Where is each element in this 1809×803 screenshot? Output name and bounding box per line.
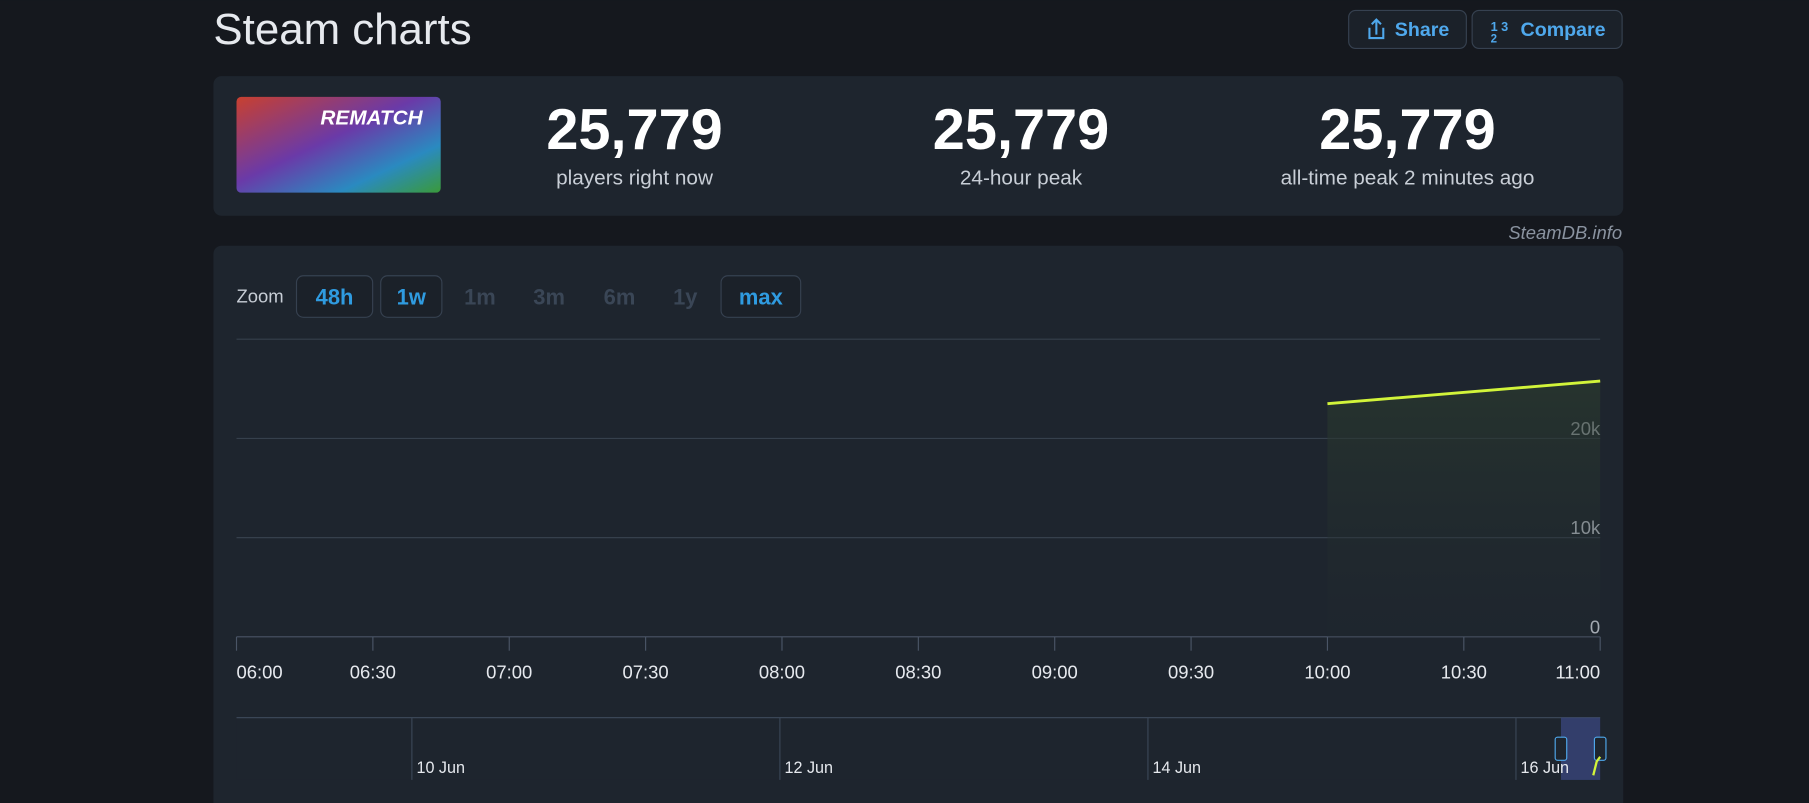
- navigator-label: 12 Jun: [785, 759, 833, 777]
- navigator-handle[interactable]: [1593, 736, 1607, 761]
- chart-panel: [213, 245, 1624, 803]
- x-tick-label: 08:30: [895, 661, 941, 682]
- compare-button[interactable]: 1 3 2 Compare: [1471, 9, 1623, 50]
- stat-label: players right now: [556, 167, 714, 190]
- x-tick-label: 06:30: [350, 661, 396, 682]
- x-tick-label: 08:00: [759, 661, 805, 682]
- x-tick-label: 10:00: [1304, 661, 1350, 682]
- area: [1327, 381, 1601, 637]
- zoom-label: Zoom: [237, 285, 284, 306]
- navigator-label: 16 Jun: [1521, 759, 1569, 777]
- stat-label: 24-hour peak: [960, 167, 1083, 190]
- zoom-option[interactable]: max: [739, 285, 784, 310]
- x-tick-label: 09:00: [1032, 661, 1078, 682]
- x-tick-label: 07:30: [623, 661, 669, 682]
- credit: SteamDB.info: [1508, 222, 1622, 243]
- stat-value: 25,779: [1319, 98, 1495, 162]
- zoom-option[interactable]: 3m: [533, 285, 565, 310]
- navigator-label: 10 Jun: [416, 759, 464, 777]
- x-tick-label: 09:30: [1168, 661, 1214, 682]
- share-button[interactable]: Share: [1348, 9, 1467, 50]
- compare-icon: 2: [1491, 34, 1497, 46]
- zoom-button[interactable]: [295, 275, 374, 318]
- stat-value: 25,779: [933, 98, 1109, 162]
- compare-box[interactable]: [1471, 9, 1623, 50]
- navigator[interactable]: 10 Jun 12 Jun 14 Jun 16 Jun: [236, 717, 1607, 780]
- zoom-option[interactable]: 1y: [673, 285, 698, 310]
- zoom-button[interactable]: [380, 275, 443, 318]
- zoom-option[interactable]: 1w: [397, 285, 427, 310]
- share-label[interactable]: Share: [1395, 19, 1450, 41]
- x-tick-label: 10:30: [1441, 661, 1487, 682]
- x-tick-label: 06:00: [237, 661, 283, 682]
- share-icon: [1368, 18, 1385, 40]
- series-line: [1327, 379, 1601, 406]
- compare-label[interactable]: Compare: [1521, 19, 1606, 41]
- game-logo: REMATCH: [320, 107, 423, 130]
- page-title: Steam charts: [213, 5, 471, 54]
- stat-label: all-time peak 2 minutes ago: [1281, 167, 1535, 190]
- zoom-option[interactable]: 1m: [464, 285, 496, 310]
- zoom-option[interactable]: 48h: [316, 285, 354, 310]
- zoom-option[interactable]: 6m: [604, 285, 636, 310]
- navigator-area[interactable]: [236, 717, 1601, 780]
- x-tick-label: 11:00: [1555, 661, 1600, 682]
- navigator-label: 14 Jun: [1153, 759, 1201, 777]
- x-tick-label: 07:00: [486, 661, 532, 682]
- game-image[interactable]: [236, 96, 441, 193]
- compare-icon: 1 3: [1491, 20, 1509, 34]
- stat-value: 25,779: [546, 98, 722, 162]
- zoom-button[interactable]: [720, 275, 802, 318]
- navigator-handle[interactable]: [1554, 736, 1568, 761]
- stats-panel: [213, 76, 1624, 216]
- navigator-line: [1592, 756, 1602, 776]
